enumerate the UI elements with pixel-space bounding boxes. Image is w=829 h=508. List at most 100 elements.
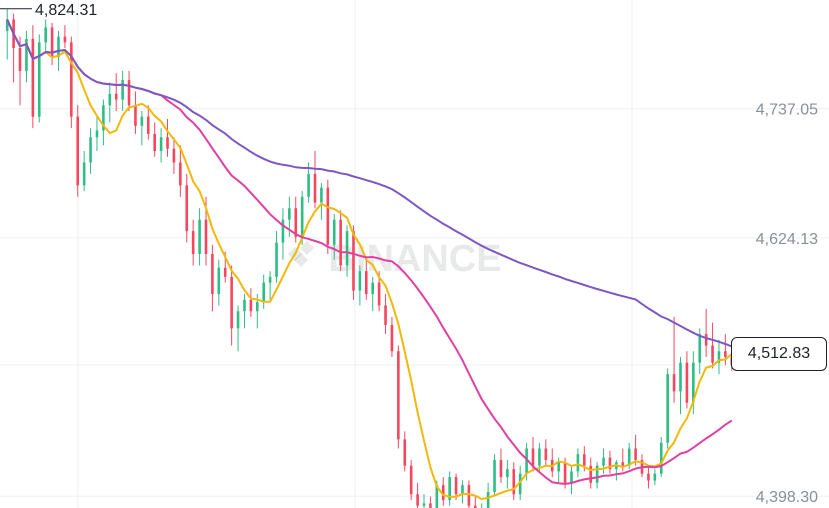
candle bbox=[146, 105, 150, 140]
candle bbox=[320, 183, 323, 220]
candle bbox=[685, 351, 689, 409]
candle bbox=[166, 118, 169, 157]
candle-body bbox=[140, 116, 144, 126]
candle-body bbox=[262, 282, 265, 303]
candle-body bbox=[563, 462, 567, 483]
candle-body bbox=[5, 19, 9, 31]
candle-body bbox=[204, 219, 208, 254]
candle bbox=[217, 259, 221, 306]
candle-body bbox=[300, 196, 304, 237]
candle bbox=[371, 276, 375, 312]
candle-body bbox=[653, 473, 657, 481]
high-price-marker: 4,824.31 bbox=[0, 2, 97, 19]
candle-body bbox=[44, 27, 47, 43]
candle-body bbox=[31, 38, 35, 117]
candle-body bbox=[493, 459, 496, 492]
candle-body bbox=[102, 105, 105, 131]
candle bbox=[108, 82, 112, 123]
candle-body bbox=[345, 231, 349, 266]
candle-body bbox=[461, 485, 464, 495]
candle bbox=[50, 22, 54, 66]
candle-body bbox=[281, 219, 285, 243]
candle-body bbox=[685, 362, 689, 403]
candle-body bbox=[179, 162, 182, 186]
candle bbox=[63, 25, 67, 49]
candle bbox=[429, 496, 432, 508]
candle-body bbox=[474, 505, 477, 508]
candle bbox=[481, 503, 483, 508]
candle bbox=[384, 294, 387, 335]
candle bbox=[666, 368, 669, 449]
moving-averages bbox=[6, 19, 733, 501]
candle bbox=[185, 173, 189, 243]
candle bbox=[659, 437, 663, 478]
candle bbox=[326, 179, 330, 254]
candle-body bbox=[230, 276, 233, 329]
candle bbox=[576, 448, 580, 478]
candle-body bbox=[409, 465, 413, 495]
candle bbox=[89, 128, 92, 174]
candle bbox=[544, 439, 548, 466]
candle-body bbox=[647, 473, 650, 481]
candle bbox=[70, 36, 73, 129]
candle-body bbox=[25, 38, 28, 71]
candle-body bbox=[589, 465, 593, 483]
candle-body bbox=[557, 462, 560, 472]
candle bbox=[95, 116, 99, 152]
candle-body bbox=[397, 351, 400, 440]
candle bbox=[307, 162, 310, 203]
candle-body bbox=[159, 137, 163, 152]
candle-body bbox=[621, 462, 625, 466]
candle-body bbox=[63, 36, 67, 43]
candle bbox=[364, 259, 368, 300]
candle bbox=[12, 13, 15, 83]
candle-body bbox=[134, 105, 137, 126]
candle bbox=[134, 91, 137, 134]
candle-body bbox=[666, 374, 669, 443]
candle-body bbox=[18, 48, 22, 71]
ma-slow-line bbox=[6, 19, 733, 348]
candle bbox=[711, 322, 714, 369]
candle-body bbox=[352, 231, 355, 291]
candle bbox=[499, 448, 503, 483]
candle-body bbox=[499, 459, 503, 478]
candle bbox=[153, 122, 156, 157]
candle-body bbox=[249, 299, 253, 312]
candle bbox=[493, 454, 496, 497]
candle bbox=[608, 450, 612, 474]
candle bbox=[403, 431, 407, 472]
candle-body bbox=[294, 208, 298, 237]
candle bbox=[18, 36, 22, 106]
candle-body bbox=[121, 80, 124, 100]
candle-body bbox=[692, 362, 695, 403]
candle-body bbox=[429, 503, 432, 508]
candle bbox=[352, 225, 355, 300]
candle bbox=[25, 30, 28, 83]
high-price-label: 4,824.31 bbox=[35, 2, 97, 19]
candle-body bbox=[724, 351, 727, 357]
candle-body bbox=[441, 485, 445, 500]
candle bbox=[512, 462, 516, 500]
candle bbox=[506, 459, 509, 489]
y-tick-label: 4,737.05 bbox=[756, 102, 818, 119]
candle bbox=[589, 457, 593, 489]
candle-body bbox=[236, 311, 240, 329]
candle-body bbox=[634, 448, 637, 460]
candle bbox=[230, 265, 233, 346]
candle bbox=[486, 482, 490, 508]
y-axis: 4,737.05 4,624.13 4,398.30 bbox=[756, 102, 818, 507]
candle-body bbox=[76, 116, 80, 186]
candle-body bbox=[37, 42, 41, 117]
candle-body bbox=[486, 491, 490, 508]
candle bbox=[672, 316, 676, 403]
candle-body bbox=[595, 465, 599, 483]
candle bbox=[679, 356, 682, 415]
candle-body bbox=[108, 93, 112, 106]
candle bbox=[172, 137, 176, 174]
candle-body bbox=[255, 302, 259, 312]
candle-body bbox=[268, 276, 272, 283]
candle bbox=[281, 208, 285, 260]
